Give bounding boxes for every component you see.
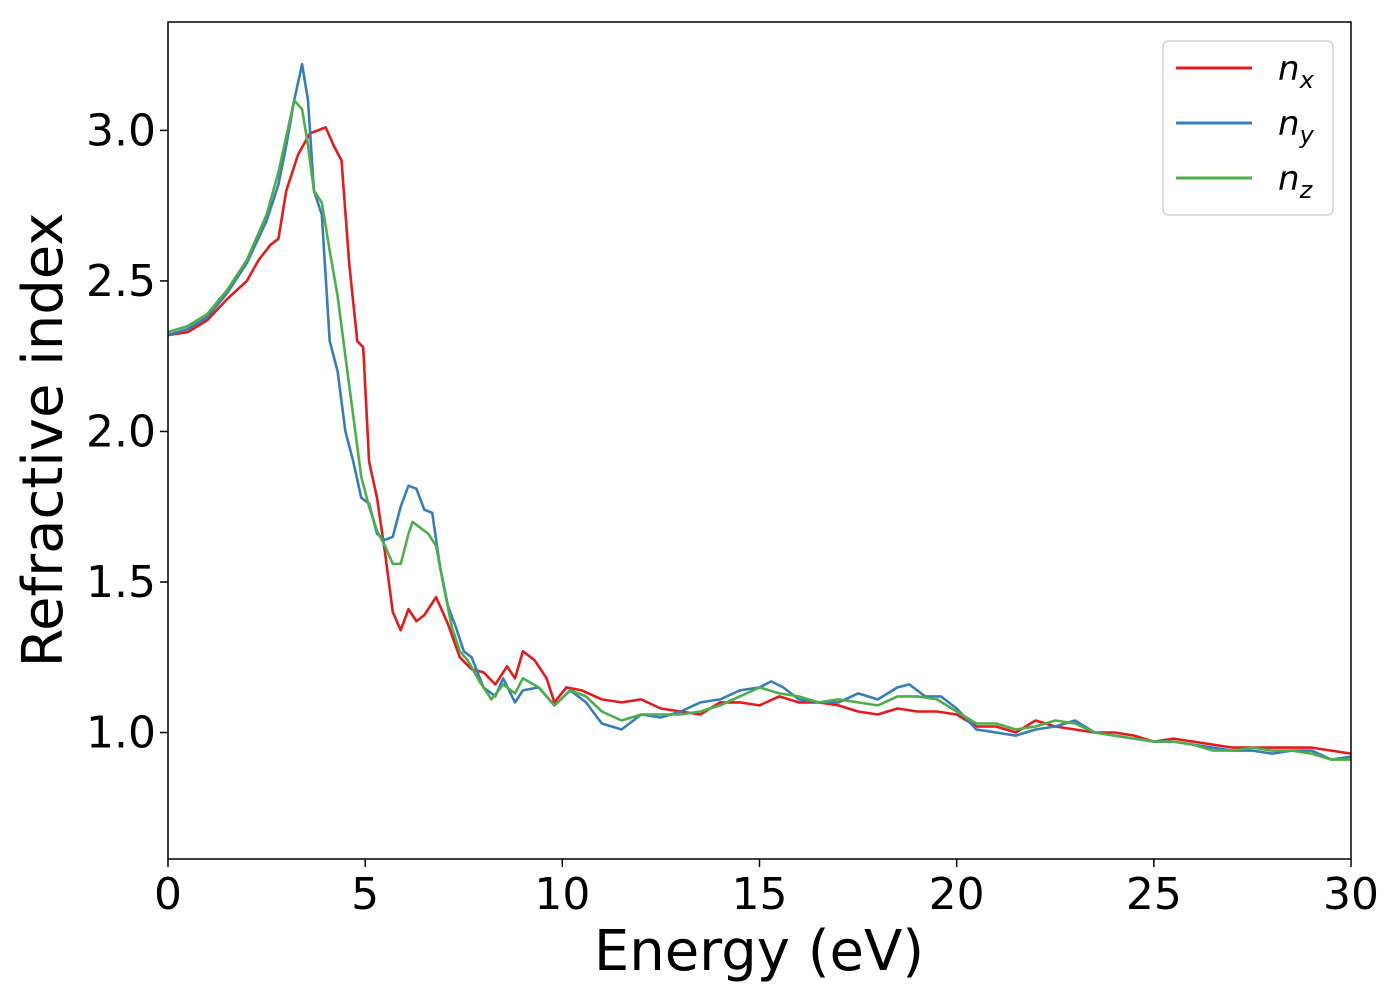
series-line-n-z bbox=[167, 99, 1351, 761]
x-tick-label: 20 bbox=[929, 869, 985, 920]
series-layer bbox=[167, 62, 1352, 761]
legend-label-n-z: nz bbox=[1278, 159, 1314, 204]
y-tick-label: 3.0 bbox=[86, 105, 156, 156]
legend-label-n-x: nx bbox=[1278, 49, 1315, 94]
legend-box bbox=[1162, 40, 1334, 216]
x-tick-label: 25 bbox=[1126, 869, 1182, 920]
y-axis-title: Refractive index bbox=[11, 213, 76, 668]
y-tick-label: 1.0 bbox=[86, 708, 156, 759]
y-tick-label: 2.0 bbox=[86, 406, 156, 457]
y-tick-label: 1.5 bbox=[86, 557, 156, 608]
legend-label-n-y: ny bbox=[1278, 104, 1315, 149]
y-axis: 1.0 1.5 2.0 2.5 3.0 bbox=[86, 105, 168, 759]
series-line-n-x bbox=[167, 126, 1352, 755]
x-tick-label: 0 bbox=[154, 869, 182, 920]
x-tick-label: 15 bbox=[732, 869, 788, 920]
x-axis-title: Energy (eV) bbox=[594, 919, 924, 984]
x-tick-label: 30 bbox=[1323, 869, 1379, 920]
x-axis: 0 5 10 15 20 25 30 bbox=[154, 859, 1379, 920]
series-line-n-y bbox=[167, 62, 1352, 761]
y-tick-label: 2.5 bbox=[86, 256, 156, 307]
legend: nx ny nz bbox=[1162, 40, 1334, 216]
x-tick-label: 10 bbox=[534, 869, 590, 920]
x-tick-label: 5 bbox=[351, 869, 379, 920]
